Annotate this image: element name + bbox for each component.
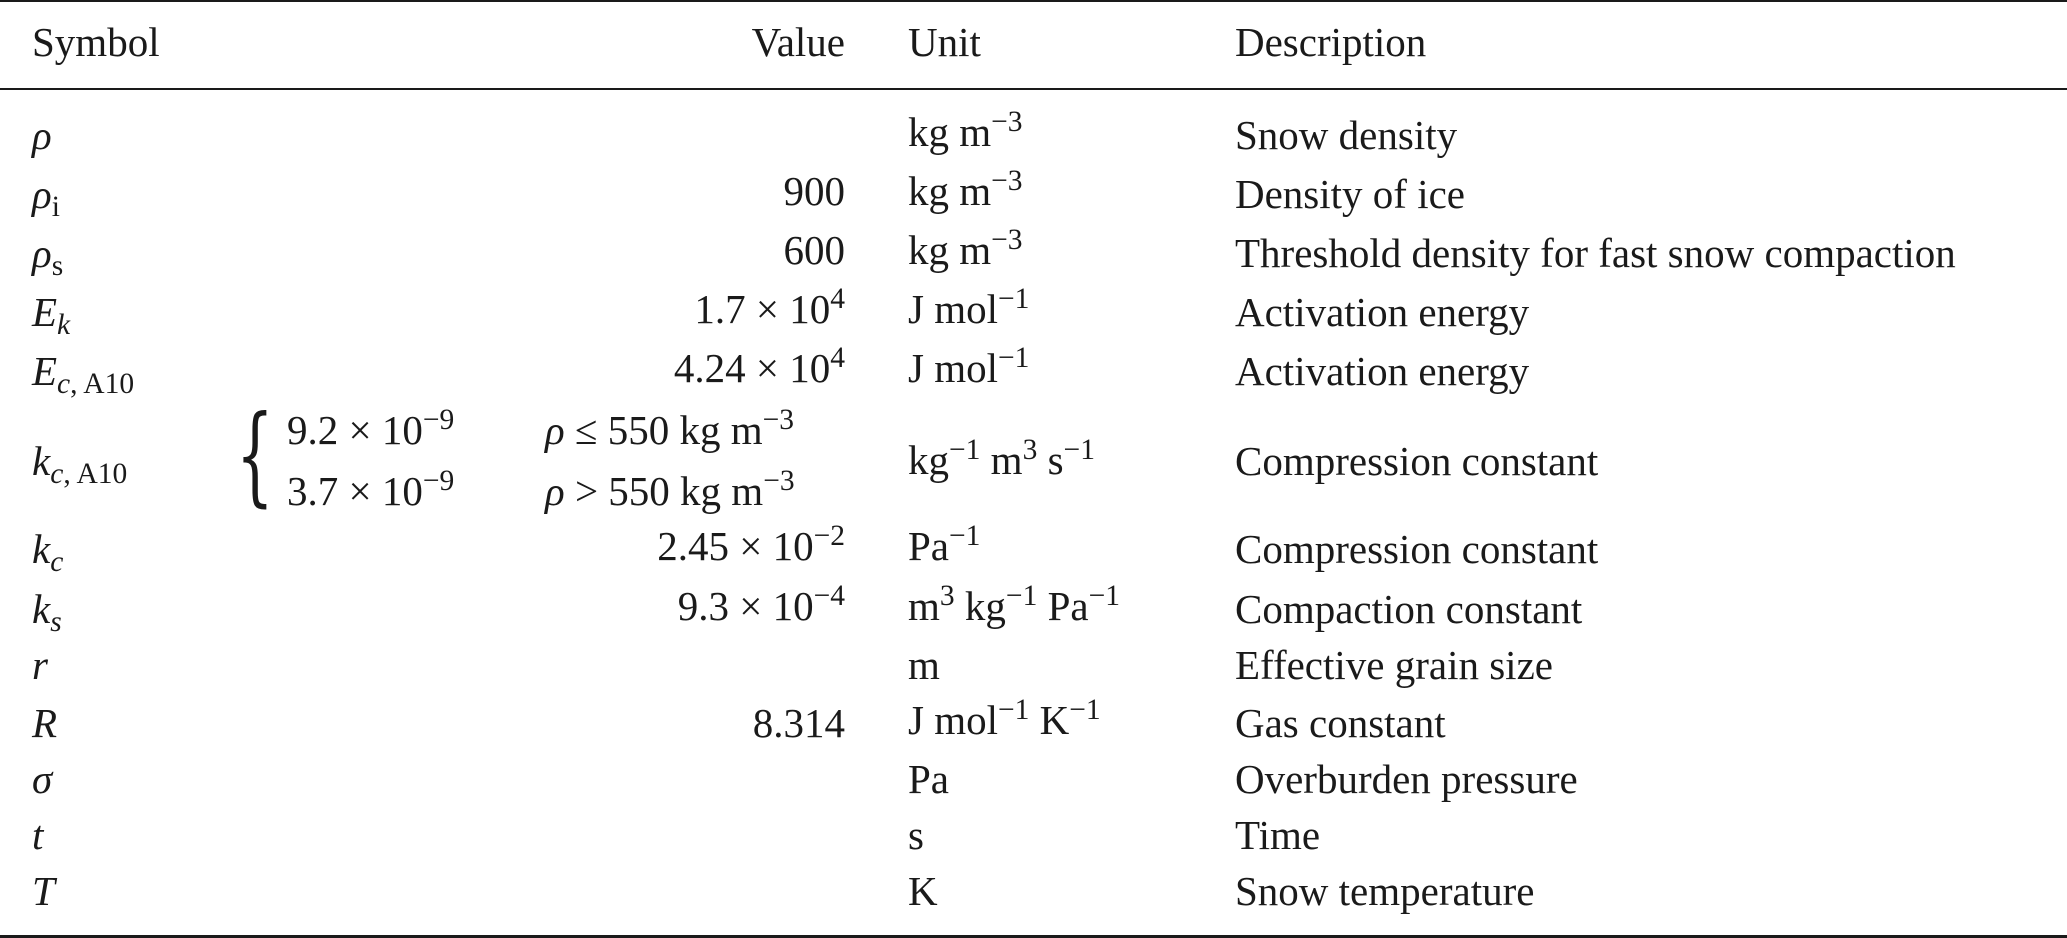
desc-rho: Snow density xyxy=(1235,112,1458,158)
unit-rho-s: kg m−3 xyxy=(908,223,1023,273)
desc-k-c: Compression constant xyxy=(1235,526,1599,572)
desc-temperature: Snow temperature xyxy=(1235,868,1535,914)
symbol-e-k: Ek xyxy=(32,289,71,342)
piecewise-value-1: 9.2 × 10−9 xyxy=(287,403,455,453)
symbol-gas-r: R xyxy=(32,700,58,746)
unit-rho: kg m−3 xyxy=(908,105,1023,155)
desc-e-k: Activation energy xyxy=(1235,289,1530,335)
header-symbol: Symbol xyxy=(32,19,160,65)
symbol-k-s: ks xyxy=(32,586,62,639)
desc-e-c-a10: Activation energy xyxy=(1235,348,1530,394)
piecewise-condition-2: ρ > 550 kg m−3 xyxy=(545,464,795,514)
symbol-temperature: T xyxy=(32,868,55,914)
header-value: Value xyxy=(751,19,845,65)
desc-sigma: Overburden pressure xyxy=(1235,756,1578,802)
symbol-e-c-a10: Ec, A10 xyxy=(32,348,135,401)
value-rho-i: 900 xyxy=(783,168,846,214)
desc-k-s: Compaction constant xyxy=(1235,586,1583,632)
unit-k-s: m3 kg−1 Pa−1 xyxy=(908,579,1120,629)
value-e-k: 1.7 × 104 xyxy=(694,282,845,332)
value-gas-r: 8.314 xyxy=(752,700,845,746)
header-unit: Unit xyxy=(908,19,981,65)
unit-e-c-a10: J mol−1 xyxy=(908,341,1030,391)
unit-sigma: Pa xyxy=(908,756,949,802)
unit-k-c-a10: kg−1 m3 s−1 xyxy=(908,433,1095,483)
value-k-c: 2.45 × 10−2 xyxy=(657,519,845,569)
unit-e-k: J mol−1 xyxy=(908,282,1030,332)
header-description: Description xyxy=(1235,19,1427,65)
header-rule xyxy=(0,88,2067,90)
symbol-t: t xyxy=(32,812,44,858)
desc-k-c-a10: Compression constant xyxy=(1235,438,1599,484)
desc-r: Effective grain size xyxy=(1235,642,1553,688)
unit-k-c: Pa−1 xyxy=(908,519,981,569)
desc-gas-r: Gas constant xyxy=(1235,700,1446,746)
unit-temperature: K xyxy=(908,868,938,914)
value-rho-s: 600 xyxy=(783,227,846,273)
piecewise-condition-1: ρ ≤ 550 kg m−3 xyxy=(545,403,794,453)
top-rule xyxy=(0,0,2067,2)
unit-r: m xyxy=(908,642,940,688)
desc-rho-i: Density of ice xyxy=(1235,171,1465,217)
symbol-rho-s: ρs xyxy=(32,230,64,283)
symbol-k-c-a10: kc, A10 xyxy=(32,438,128,491)
symbol-rho-i: ρi xyxy=(32,171,60,224)
bottom-rule xyxy=(0,935,2067,938)
unit-gas-r: J mol−1 K−1 xyxy=(908,693,1101,743)
symbol-k-c: kc xyxy=(32,526,64,579)
piecewise-brace-icon: { xyxy=(236,393,274,518)
desc-rho-s: Threshold density for fast snow compacti… xyxy=(1235,230,1956,276)
symbol-rho: ρ xyxy=(32,112,52,158)
symbol-r: r xyxy=(32,642,48,688)
desc-t: Time xyxy=(1235,812,1321,858)
value-k-s: 9.3 × 10−4 xyxy=(677,579,845,629)
piecewise-value-2: 3.7 × 10−9 xyxy=(287,464,455,514)
unit-rho-i: kg m−3 xyxy=(908,164,1023,214)
symbol-sigma: σ xyxy=(32,756,53,802)
value-e-c-a10: 4.24 × 104 xyxy=(673,341,845,391)
unit-t: s xyxy=(908,812,924,858)
